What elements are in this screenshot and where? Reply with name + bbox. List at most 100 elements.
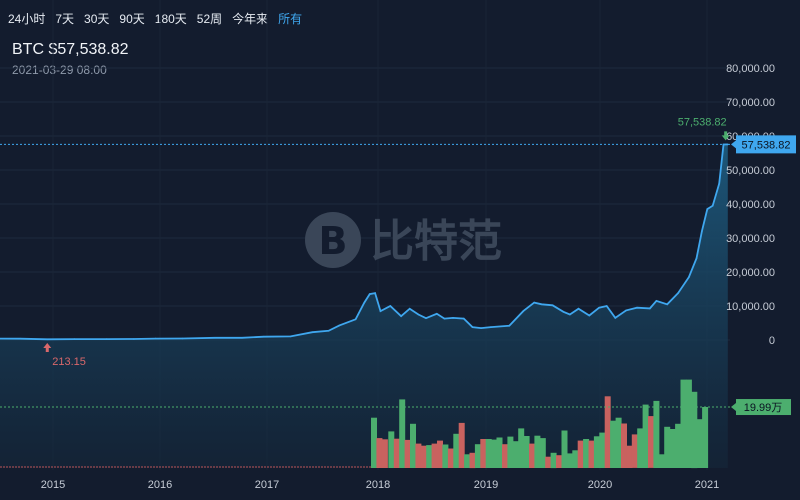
volume-bar — [588, 440, 595, 468]
x-tick-label: 2017 — [255, 479, 279, 491]
volume-bar — [458, 422, 465, 468]
price-point — [562, 311, 565, 313]
volume-bar — [437, 440, 443, 468]
y-axis: 0 10,000.00 20,000.00 30,000.00 40,000.00 50,… — [726, 63, 775, 347]
volume-bar — [637, 428, 644, 468]
price-point — [436, 313, 438, 315]
range-tab[interactable]: 24小时 — [8, 12, 46, 26]
price-point — [718, 182, 720, 185]
x-tick-label: 2016 — [148, 479, 172, 491]
volume-bar — [680, 379, 687, 468]
volume-bar — [604, 396, 611, 468]
price-area — [0, 144, 728, 468]
volume-bar — [399, 399, 406, 468]
x-axis: 2015 2016 2017 2018 2019 2020 2021 — [41, 479, 719, 491]
volume-bar — [426, 445, 433, 468]
watermark-text: 比特范 — [370, 216, 502, 267]
y-tick-label: 10,000.00 — [726, 301, 775, 313]
price-point — [354, 318, 357, 321]
volume-bar — [561, 430, 568, 468]
volume-bar — [388, 431, 395, 468]
volume-bar — [512, 441, 519, 468]
volume-bar — [404, 439, 411, 468]
range-tabs: 24小时 7天 30天 90天 180天 52周 今年来 所有 — [8, 9, 312, 29]
volume-bar — [393, 438, 400, 468]
price-point — [262, 335, 265, 338]
chart-title: BTC $57,538.82 — [12, 41, 129, 58]
current-volume-label: 19.99万 — [744, 402, 783, 414]
volume-bar — [556, 455, 562, 468]
price-point — [327, 330, 330, 332]
price-point — [706, 208, 709, 210]
current-volume-badge: 19.99万 — [731, 399, 791, 416]
volume-bar — [621, 423, 627, 468]
range-tab[interactable]: 180天 — [154, 12, 187, 26]
price-point — [363, 301, 366, 304]
price-point — [443, 317, 446, 320]
volume-bar — [381, 439, 388, 468]
price-point — [666, 303, 668, 306]
range-tab[interactable]: 90天 — [119, 12, 145, 26]
price-point — [311, 331, 314, 334]
volume-bar — [642, 404, 649, 468]
range-tab[interactable]: 今年来 — [232, 12, 269, 26]
volume-bar — [539, 438, 546, 468]
price-point — [463, 317, 465, 320]
volume-bar — [464, 454, 471, 468]
price-point — [636, 306, 638, 309]
arrow-down-icon — [721, 131, 730, 141]
volume-bar — [502, 444, 508, 468]
price-point — [614, 317, 617, 319]
price-point — [106, 338, 108, 340]
price-point — [181, 337, 184, 340]
watermark: B 比特范 — [305, 212, 502, 268]
volume-bar — [583, 439, 590, 468]
volume-bar — [507, 436, 514, 468]
volume-bar — [469, 452, 476, 469]
volume-bar — [447, 448, 454, 468]
volume-bar — [696, 419, 703, 468]
price-point — [540, 303, 543, 306]
y-tick-label: 30,000.00 — [726, 233, 775, 245]
volume-bar — [550, 452, 557, 469]
price-point — [241, 337, 243, 339]
price-point — [379, 310, 382, 312]
price-point — [214, 337, 216, 339]
y-tick-label: 70,000.00 — [726, 97, 775, 109]
price-point — [588, 314, 591, 317]
price-point — [46, 338, 49, 341]
price-point — [368, 293, 371, 295]
volume-bar — [523, 436, 530, 468]
volume-bar — [675, 423, 682, 468]
low-marker: 213.15 — [43, 343, 86, 368]
price-point — [133, 338, 135, 340]
x-tick-label: 2020 — [588, 479, 612, 491]
range-tab[interactable]: 所有 — [278, 12, 303, 26]
chart-datetime: 2021-03-29 08:00 — [12, 63, 107, 77]
range-tab[interactable]: 7天 — [55, 12, 75, 26]
price-point — [154, 337, 157, 340]
price-point — [471, 326, 474, 328]
volume-bar — [420, 445, 427, 468]
price-point — [695, 257, 698, 260]
volume-bar — [577, 440, 584, 468]
range-tab[interactable]: 52周 — [196, 12, 223, 26]
volume-bar — [593, 436, 600, 468]
volume-bar — [691, 391, 698, 469]
volume-bar — [658, 454, 665, 468]
volume-bars — [371, 379, 709, 469]
price-point — [649, 307, 651, 310]
range-tab[interactable]: 30天 — [84, 12, 110, 26]
volume-bar — [534, 435, 541, 468]
price-point — [417, 313, 420, 316]
y-tick-label: 0 — [769, 335, 775, 347]
price-point — [408, 307, 411, 310]
price-point — [508, 324, 511, 327]
y-tick-label: 20,000.00 — [726, 267, 775, 279]
price-point — [605, 305, 608, 307]
volume-bar — [626, 445, 633, 468]
volume-bar — [529, 443, 535, 468]
volume-bar — [545, 456, 552, 468]
price-point — [711, 204, 714, 207]
